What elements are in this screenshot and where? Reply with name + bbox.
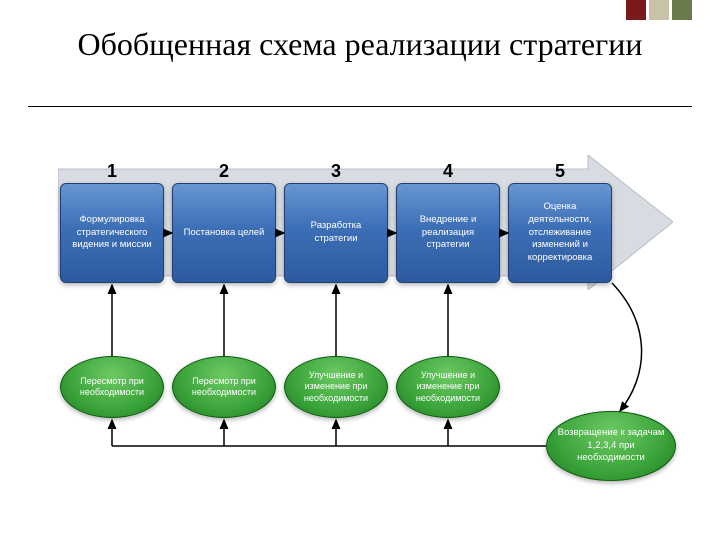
stage-box-1: Формулировка стратегического видения и м… [60, 183, 164, 283]
stage-box-5: Оценка деятельности, отслеживание измене… [508, 183, 612, 283]
stage-number-3: 3 [284, 161, 388, 182]
stage-box-2: Постановка целей [172, 183, 276, 283]
deco-square-1 [626, 0, 646, 20]
deco-square-2 [649, 0, 669, 20]
feedback-ellipse-2: Пересмотр при необходимости [172, 356, 276, 418]
stage-box-3: Разработка стратегии [284, 183, 388, 283]
feedback-ellipse-4: Улучшение и изменение при необходимости [396, 356, 500, 418]
stage-box-4: Внедрение и реализация стратегии [396, 183, 500, 283]
title-underline [28, 106, 692, 107]
feedback-ellipse-1: Пересмотр при необходимости [60, 356, 164, 418]
stage-number-2: 2 [172, 161, 276, 182]
final-feedback-ellipse: Возвращение к задачам 1,2,3,4 при необхо… [546, 411, 676, 481]
strategy-diagram: 1 2 3 4 5 Формулировка стратегического в… [60, 133, 665, 483]
stage-number-5: 5 [508, 161, 612, 182]
stage-number-4: 4 [396, 161, 500, 182]
page-title: Обобщенная схема реализации стратегии [0, 24, 720, 65]
corner-decoration [626, 0, 692, 20]
stage-boxes-row: Формулировка стратегического видения и м… [60, 183, 612, 283]
feedback-row: Пересмотр при необходимости Пересмотр пр… [60, 356, 500, 418]
stage-number-1: 1 [60, 161, 164, 182]
stage-numbers-row: 1 2 3 4 5 [60, 161, 660, 182]
feedback-ellipse-3: Улучшение и изменение при необходимости [284, 356, 388, 418]
deco-square-3 [672, 0, 692, 20]
